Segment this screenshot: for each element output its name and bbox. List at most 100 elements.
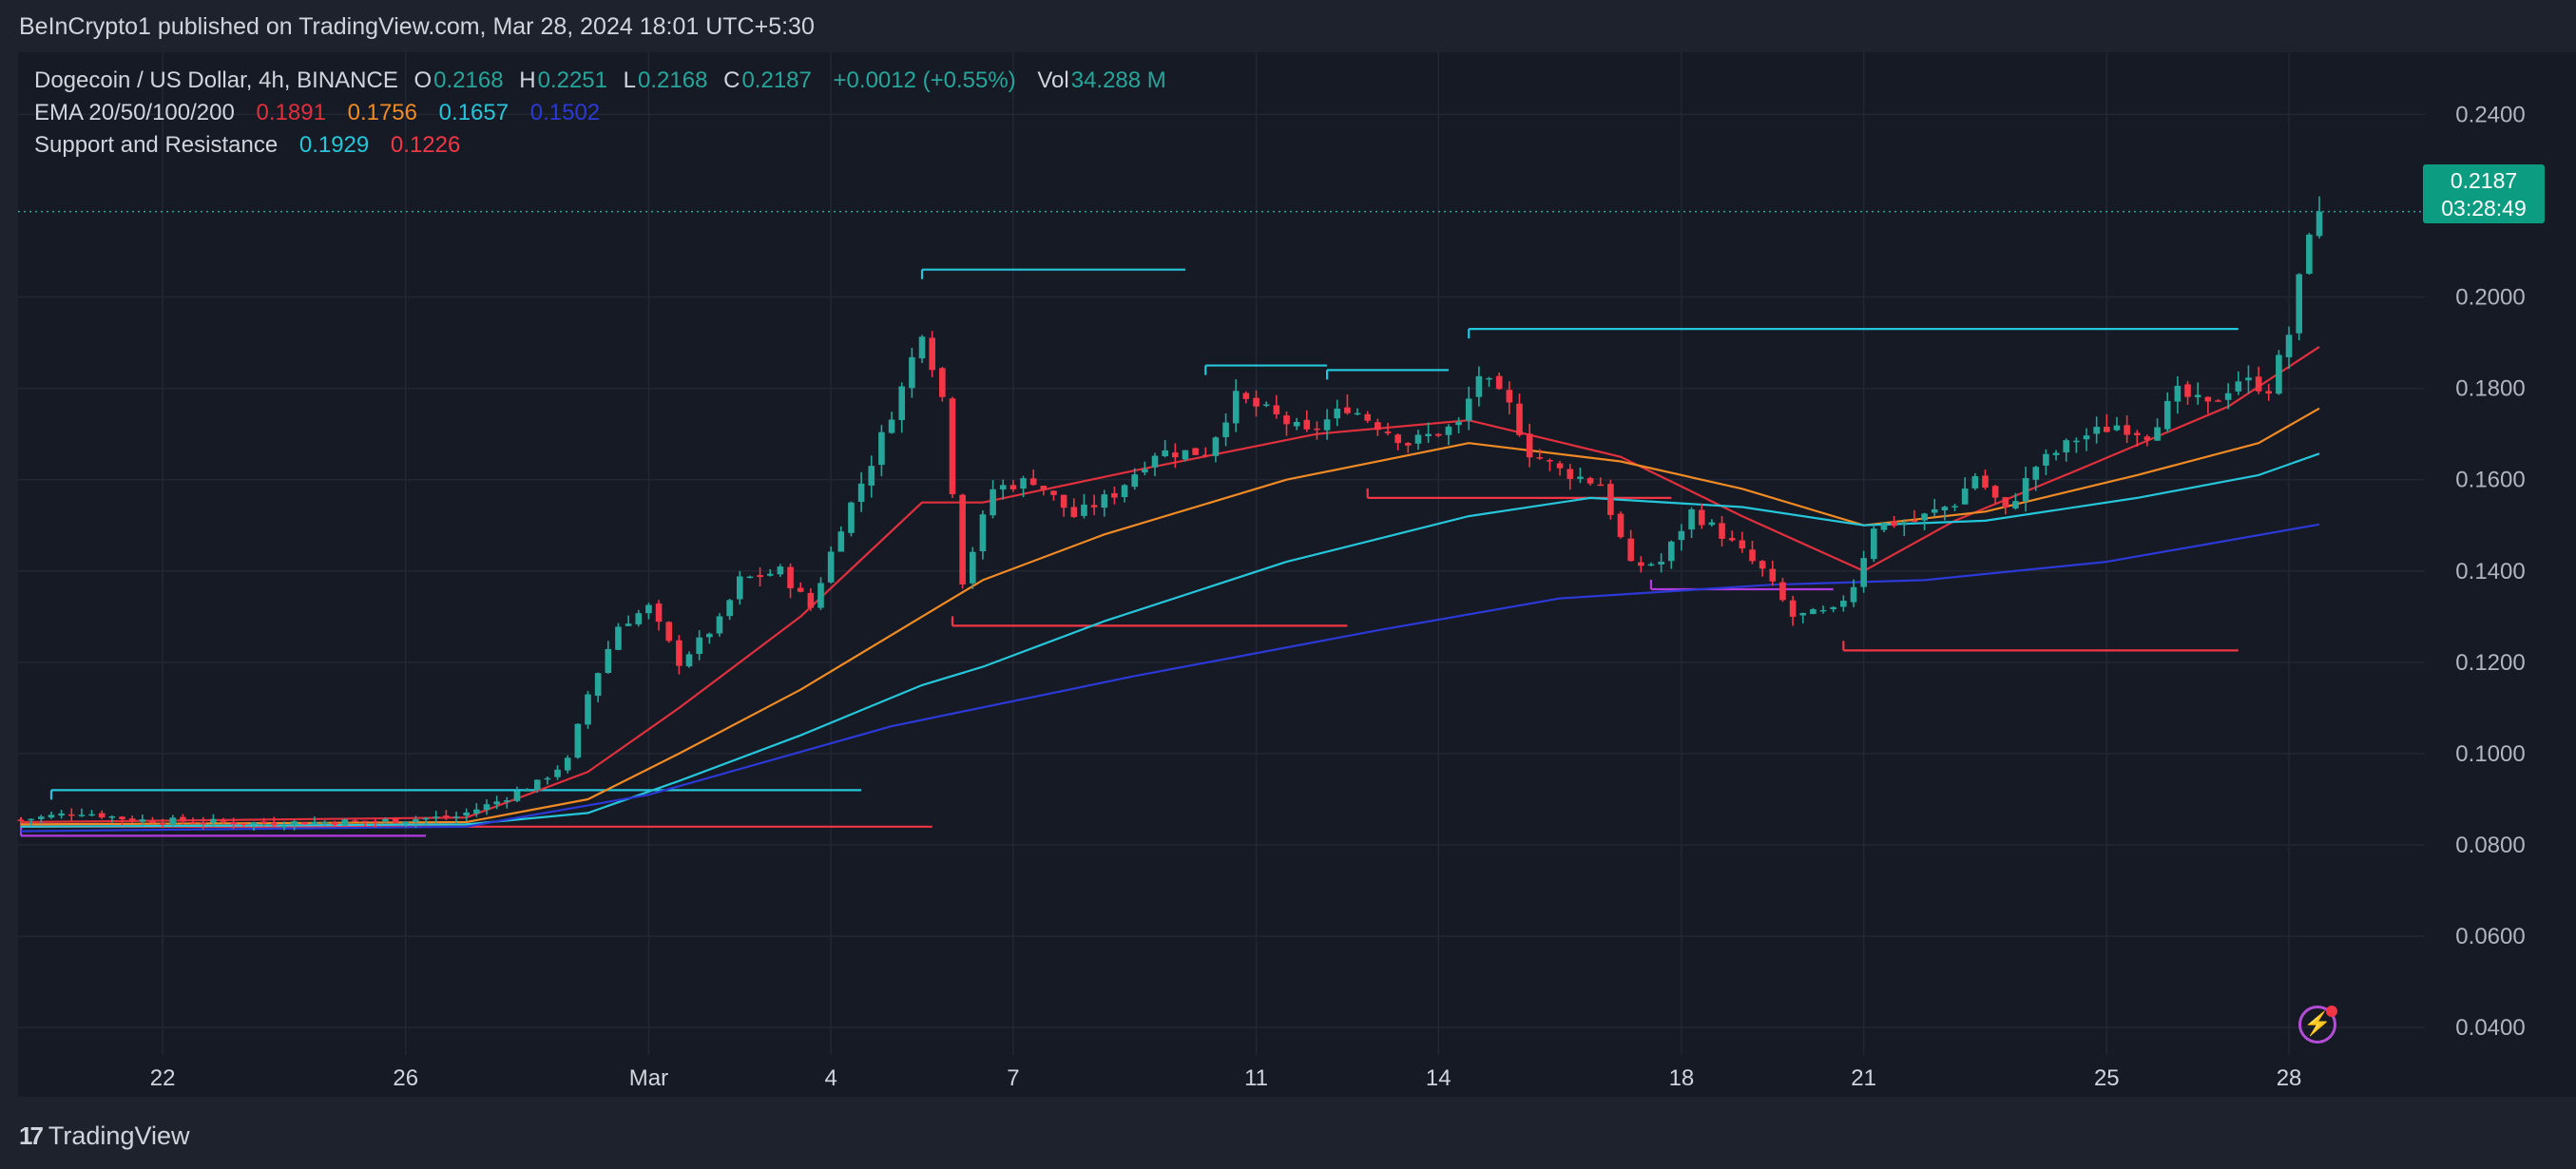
bullish-candle: [2235, 381, 2242, 392]
bearish-candle: [1627, 538, 1634, 562]
bullish-candle: [1101, 494, 1108, 508]
last-price-tag: 0.2187 03:28:49: [2423, 164, 2545, 223]
bearish-candle: [2143, 436, 2151, 440]
bearish-candle: [787, 566, 794, 588]
bullish-candle: [493, 801, 500, 805]
price-tick-label: 0.1200: [2455, 650, 2525, 676]
axis-labels: 0.2400 0.2000 0.1800 0.1600 0.1400 0.1200 0.10…: [150, 102, 2526, 1091]
bullish-candle: [2043, 453, 2049, 466]
bullish-candle: [1131, 474, 1139, 488]
ema50-value: 0.1756: [347, 100, 417, 125]
bullish-candle: [766, 573, 774, 576]
bullish-candle: [1667, 541, 1675, 562]
ema20-line: [20, 345, 2320, 824]
symbol-label[interactable]: Dogecoin / US Dollar, 4h, BINANCE: [34, 67, 398, 93]
bearish-candle: [1040, 486, 1048, 490]
bullish-candle: [777, 566, 784, 575]
ema100-line: [20, 452, 2320, 828]
price-tick-label: 0.2000: [2455, 285, 2525, 311]
bearish-candle: [1273, 405, 1280, 414]
chart-pane[interactable]: [18, 52, 2425, 1097]
bearish-candle: [1779, 582, 1786, 601]
bullish-candle: [2224, 393, 2232, 400]
bearish-candle: [159, 823, 166, 825]
bullish-candle: [452, 816, 460, 818]
bearish-candle: [1728, 538, 1736, 541]
bullish-candle: [463, 812, 470, 816]
bullish-candle: [1708, 522, 1716, 526]
bearish-candle: [1597, 484, 1605, 487]
bearish-candle: [1344, 407, 1351, 413]
notification-dot: [2326, 1006, 2337, 1017]
ema-label[interactable]: EMA 20/50/100/200: [34, 100, 235, 125]
bearish-candle: [676, 640, 682, 666]
bullish-candle: [909, 356, 915, 389]
bearish-candle: [1698, 509, 1705, 526]
bullish-candle: [635, 613, 643, 624]
bearish-candle: [757, 575, 763, 578]
bullish-candle: [503, 800, 510, 802]
bullish-candle: [1971, 476, 1979, 489]
time-tick-label: 28: [2277, 1065, 2302, 1091]
bearish-candle: [1911, 520, 1918, 523]
bearish-candle: [1090, 505, 1098, 508]
bearish-candle: [1536, 457, 1544, 459]
bearish-candle: [1050, 490, 1057, 495]
lightning-bolt-icon[interactable]: ⚡: [2298, 1006, 2336, 1044]
bullish-candle: [1830, 606, 1837, 610]
high-value: 0.2251: [537, 67, 607, 93]
bearish-candle: [1375, 422, 1381, 431]
bullish-candle: [2083, 435, 2090, 440]
bullish-candle: [1951, 506, 1958, 508]
bullish-candle: [513, 791, 521, 801]
bullish-candle: [918, 336, 926, 359]
price-tick-label: 0.0800: [2455, 833, 2525, 858]
bearish-candle: [1060, 494, 1067, 508]
bearish-candle: [67, 814, 75, 816]
publisher-line: BeInCrypto1 published on TradingView.com…: [19, 13, 815, 40]
tradingview-logo[interactable]: 17 TradingView: [19, 1121, 190, 1151]
bullish-candle: [716, 616, 723, 634]
bearish-candle: [1394, 434, 1401, 444]
bullish-candle: [2285, 335, 2293, 357]
bearish-candle: [1891, 521, 1897, 527]
bullish-candle: [2012, 501, 2019, 508]
high-label: H: [519, 67, 536, 93]
bullish-candle: [706, 633, 713, 638]
bearish-candle: [98, 813, 106, 818]
bearish-candle: [270, 822, 278, 826]
bullish-candle: [1151, 455, 1159, 468]
bullish-candle: [1323, 419, 1331, 431]
bearish-candle: [1516, 403, 1523, 435]
bullish-candle: [1262, 404, 1270, 407]
bullish-candle: [2245, 377, 2252, 381]
bearish-candle: [1547, 460, 1553, 462]
price-tick-label: 0.1800: [2455, 376, 2525, 402]
bearish-candle: [1495, 375, 1503, 390]
bullish-candle: [585, 694, 591, 725]
sr-label[interactable]: Support and Resistance: [34, 132, 279, 158]
price-tick-label: 0.2400: [2455, 102, 2525, 127]
bearish-candle: [2204, 396, 2212, 402]
bullish-candle: [574, 723, 582, 758]
bullish-candle: [291, 821, 298, 826]
bullish-candle: [473, 809, 480, 814]
price-axis[interactable]: [2425, 52, 2576, 1097]
bullish-candle: [433, 816, 440, 818]
bullish-candle: [38, 816, 45, 819]
bullish-candle: [878, 431, 885, 466]
price-tick-label: 0.0600: [2455, 924, 2525, 949]
chart-legend: Dogecoin / US Dollar, 4h, BINANCE O0.216…: [34, 65, 1166, 162]
price-tick-label: 0.1400: [2455, 559, 2525, 584]
price-tick-label: 0.0400: [2455, 1015, 2525, 1041]
bullish-candle: [1212, 437, 1220, 456]
bearish-candle: [1070, 507, 1078, 518]
bullish-candle: [898, 386, 906, 421]
bullish-candle: [2194, 394, 2201, 397]
bearish-candle: [189, 822, 197, 824]
bullish-candle: [1900, 522, 1908, 526]
bearish-candle: [1586, 478, 1594, 484]
close-value: 0.2187: [741, 67, 812, 93]
bearish-candle: [1405, 443, 1412, 446]
